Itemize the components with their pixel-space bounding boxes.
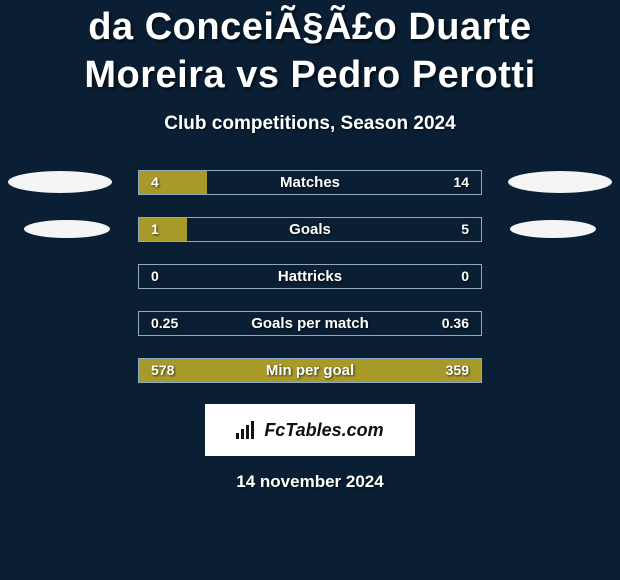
- stat-value-right: 0.36: [442, 315, 469, 331]
- stat-row: 1 5 Goals: [0, 216, 620, 242]
- bars-icon: [236, 421, 258, 439]
- stats-container: 4 14 Matches 1 5 Goals 0 0 Hattricks 0.25 0.36 Goal…: [0, 169, 620, 383]
- player-shadow-right: [510, 220, 596, 238]
- stat-bar: 0 0 Hattricks: [138, 264, 482, 289]
- page-subtitle: Club competitions, Season 2024: [0, 113, 620, 135]
- comparison-infographic: da ConceiÃ§Ã£o Duarte Moreira vs Pedro P…: [0, 0, 620, 580]
- stat-value-right: 14: [453, 174, 469, 190]
- player-shadow-left: [24, 220, 110, 238]
- player-shadow-left: [8, 171, 112, 193]
- stat-value-left: 1: [151, 221, 159, 237]
- bar-fill-left: [139, 218, 187, 241]
- stat-value-right: 5: [461, 221, 469, 237]
- stat-label: Goals: [289, 221, 331, 238]
- stat-label: Goals per match: [251, 315, 369, 332]
- stat-value-right: 0: [461, 268, 469, 284]
- stat-bar: 4 14 Matches: [138, 170, 482, 195]
- stat-row: 0.25 0.36 Goals per match: [0, 310, 620, 336]
- stat-value-left: 578: [151, 362, 174, 378]
- stat-row: 4 14 Matches: [0, 169, 620, 195]
- stat-value-right: 359: [446, 362, 469, 378]
- footer-date: 14 november 2024: [0, 472, 620, 492]
- brand-badge: FcTables.com: [205, 404, 415, 456]
- stat-bar: 0.25 0.36 Goals per match: [138, 311, 482, 336]
- stat-row: 0 0 Hattricks: [0, 263, 620, 289]
- bar-fill-left: [139, 171, 207, 194]
- stat-label: Matches: [280, 174, 340, 191]
- stat-bar: 578 359 Min per goal: [138, 358, 482, 383]
- stat-label: Hattricks: [278, 268, 342, 285]
- stat-value-left: 0.25: [151, 315, 178, 331]
- stat-bar: 1 5 Goals: [138, 217, 482, 242]
- stat-value-left: 0: [151, 268, 159, 284]
- page-title: da ConceiÃ§Ã£o Duarte Moreira vs Pedro P…: [0, 0, 620, 99]
- player-shadow-right: [508, 171, 612, 193]
- stat-label: Min per goal: [266, 362, 354, 379]
- stat-value-left: 4: [151, 174, 159, 190]
- brand-text: FcTables.com: [264, 420, 383, 441]
- stat-row: 578 359 Min per goal: [0, 357, 620, 383]
